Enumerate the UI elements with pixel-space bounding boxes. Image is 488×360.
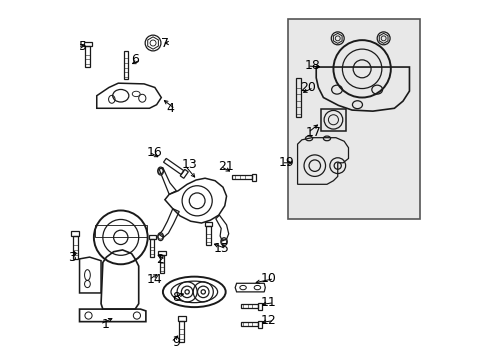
Text: 21: 21: [218, 160, 233, 173]
Text: 2: 2: [156, 253, 164, 266]
Bar: [158, 251, 165, 255]
Bar: [204, 222, 212, 226]
Text: 9: 9: [172, 336, 180, 348]
Text: 16: 16: [146, 145, 162, 158]
Bar: [295, 78, 300, 117]
Bar: [178, 316, 185, 320]
Text: 15: 15: [213, 242, 229, 255]
Bar: [258, 303, 262, 310]
Bar: [73, 235, 78, 259]
Bar: [258, 321, 262, 328]
Bar: [85, 46, 90, 67]
Text: 11: 11: [261, 296, 276, 309]
Bar: [123, 51, 128, 79]
Text: 18: 18: [304, 59, 320, 72]
Bar: [84, 41, 91, 46]
Bar: [320, 109, 346, 131]
Text: 12: 12: [261, 314, 276, 327]
Text: 3: 3: [67, 251, 76, 264]
Bar: [251, 174, 255, 181]
Text: 13: 13: [182, 158, 198, 171]
Text: 8: 8: [172, 291, 180, 304]
Text: 6: 6: [131, 53, 139, 66]
Bar: [160, 255, 164, 273]
Bar: [231, 175, 251, 179]
Text: 20: 20: [300, 81, 316, 94]
Text: 14: 14: [146, 273, 162, 286]
Bar: [94, 225, 147, 237]
Text: 10: 10: [261, 272, 276, 285]
Bar: [206, 226, 210, 244]
Bar: [287, 19, 419, 220]
Text: 19: 19: [278, 156, 294, 169]
Bar: [179, 320, 183, 342]
Text: 1: 1: [101, 318, 109, 331]
Text: 7: 7: [161, 36, 168, 50]
Bar: [241, 322, 258, 326]
Bar: [150, 239, 154, 257]
Bar: [148, 235, 156, 239]
Text: 17: 17: [305, 126, 321, 139]
Text: 4: 4: [165, 103, 174, 116]
Bar: [241, 304, 258, 308]
Text: 5: 5: [79, 40, 87, 53]
Bar: [71, 231, 79, 235]
